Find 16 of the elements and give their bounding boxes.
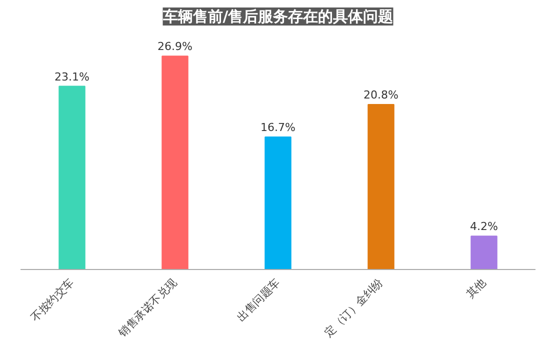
- data-label: 16.7%: [260, 121, 296, 134]
- bar: [264, 136, 292, 270]
- x-tick-label: 出售问题车: [234, 276, 283, 324]
- data-label: 23.1%: [54, 70, 90, 84]
- bar: [162, 56, 188, 270]
- data-label: 26.9%: [158, 40, 192, 54]
- x-tick-label: 定（订）金纠纷: [322, 276, 386, 340]
- x-tick-label: 其他: [464, 276, 489, 301]
- data-label: 20.8%: [364, 88, 398, 102]
- bar: [470, 236, 498, 270]
- data-label: 4.2%: [470, 220, 498, 234]
- bar: [368, 104, 394, 270]
- chart-title: 车辆售前/售后服务存在的具体问题: [162, 8, 394, 26]
- bar: [58, 86, 86, 270]
- x-tick-label: 不按约交车: [28, 276, 77, 324]
- x-tick-label: 销售承诺不兑现: [115, 276, 180, 340]
